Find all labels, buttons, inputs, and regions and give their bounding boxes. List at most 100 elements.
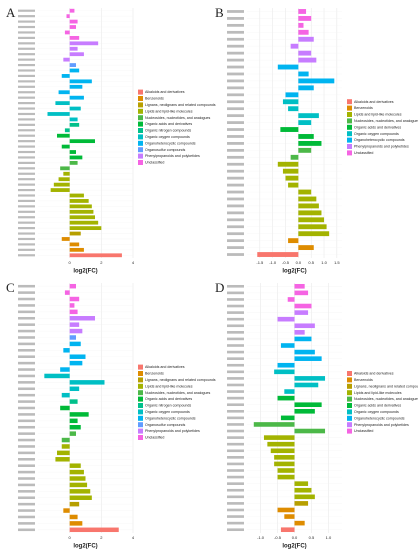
category-label-placeholder [227, 239, 244, 243]
x-tick-label: 1.0 [326, 535, 332, 540]
bar [69, 360, 83, 366]
bar [294, 283, 305, 289]
bar [253, 422, 295, 427]
bar [257, 252, 299, 257]
category-label-placeholder [227, 197, 244, 201]
bar [294, 310, 309, 315]
bar [57, 133, 70, 138]
category-label-placeholder [18, 36, 35, 39]
x-tick-label: 0 [69, 260, 72, 265]
category-label-placeholder [227, 93, 244, 97]
legend-swatch [347, 105, 352, 111]
legend-swatch [138, 121, 143, 127]
category-label-placeholder [227, 377, 244, 380]
category-label-placeholder [18, 25, 35, 29]
category-label-placeholder [227, 162, 244, 166]
bar [69, 463, 81, 468]
bar [294, 303, 312, 309]
bar [69, 424, 81, 430]
legend-label: Organoheterocyclic compounds [354, 416, 405, 420]
legend-label: Alkaloids and derivatives [145, 365, 185, 369]
category-label-placeholder [227, 44, 244, 48]
bar [69, 122, 80, 127]
legend-label: Organosulfur compounds [145, 148, 186, 152]
legend-swatch [138, 383, 143, 389]
bar [282, 168, 299, 174]
legend-swatch [138, 415, 143, 421]
bar [298, 231, 330, 237]
bar [277, 474, 295, 480]
x-tick-label: -1.5 [256, 260, 264, 265]
bar [69, 431, 76, 436]
bar [69, 253, 122, 258]
legend-swatch [138, 102, 143, 108]
x-tick-label: -1.0 [269, 260, 277, 265]
bar [298, 22, 304, 28]
bar [64, 290, 70, 295]
category-label-placeholder [227, 304, 244, 308]
category-label-placeholder [227, 100, 244, 104]
category-label-placeholder [18, 304, 35, 307]
bar [69, 68, 80, 73]
category-label-placeholder [227, 253, 244, 256]
category-label-placeholder [227, 65, 244, 69]
legend-label: Benzenoids [354, 378, 373, 382]
category-label-placeholder [18, 284, 35, 288]
category-label-placeholder [227, 396, 244, 400]
legend-swatch [347, 131, 352, 137]
category-label-placeholder [18, 432, 35, 435]
bar [69, 226, 102, 231]
bar [298, 29, 309, 35]
category-label-placeholder [227, 72, 244, 76]
category-label-placeholder [18, 161, 35, 164]
category-label-placeholder [227, 211, 244, 215]
category-label-placeholder [18, 374, 35, 378]
bar [60, 367, 70, 372]
x-tick-label: -1.0 [257, 535, 265, 540]
legend-swatch [347, 403, 352, 408]
bar [69, 335, 76, 340]
bar [69, 204, 92, 209]
category-label-placeholder [18, 291, 35, 294]
category-label-placeholder [18, 102, 35, 105]
bar [60, 166, 70, 171]
category-label-placeholder [18, 400, 35, 403]
category-label-placeholder [18, 355, 35, 358]
category-label-placeholder [18, 445, 35, 448]
category-label-placeholder [18, 47, 35, 50]
category-label-placeholder [18, 31, 35, 34]
category-label-placeholder [18, 477, 35, 480]
legend-swatch [138, 115, 143, 121]
category-label-placeholder [18, 413, 35, 416]
bar [61, 392, 70, 398]
bar [69, 501, 80, 507]
bar [294, 330, 305, 335]
category-label-placeholder [18, 85, 35, 88]
category-label-placeholder [227, 423, 244, 426]
category-label-placeholder [227, 488, 244, 492]
bar [69, 106, 81, 111]
category-label-placeholder [227, 37, 244, 41]
category-label-placeholder [227, 135, 244, 138]
category-label-placeholder [227, 218, 244, 222]
bar [294, 349, 315, 355]
legend-label: Phenylpropanoids and polyketides [145, 154, 200, 158]
category-label-placeholder [18, 167, 35, 170]
x-tick-label: 0.0 [296, 260, 302, 265]
bar [298, 210, 322, 216]
category-label-placeholder [227, 409, 244, 413]
category-label-placeholder [18, 342, 35, 346]
bar [285, 92, 299, 98]
legend-label: Lignans, neolignans and related compound… [354, 384, 418, 388]
legend-swatch [138, 140, 143, 146]
bar [69, 412, 89, 417]
category-label-placeholder [18, 458, 35, 461]
legend-swatch [138, 128, 143, 133]
bar [298, 140, 322, 146]
bar [280, 343, 295, 348]
bar [294, 487, 312, 493]
bar [69, 354, 86, 359]
bar [69, 283, 76, 289]
bar [69, 19, 78, 24]
category-label-placeholder [227, 337, 244, 341]
